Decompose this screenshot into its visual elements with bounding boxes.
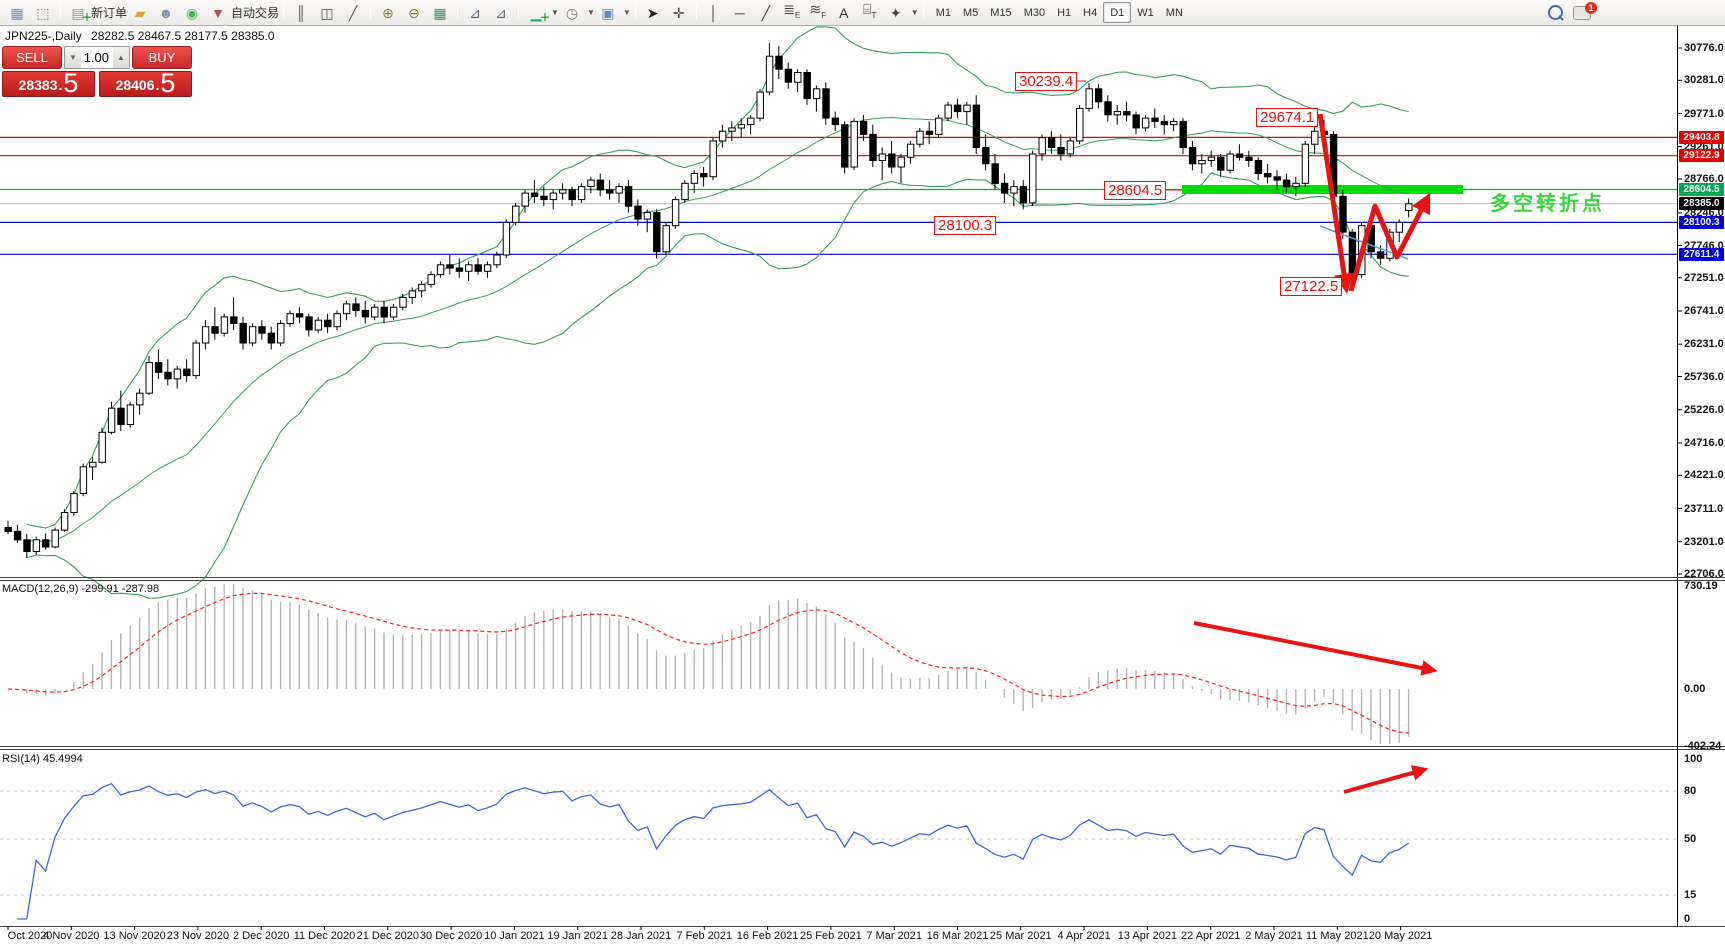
- toolbar-separator: [695, 4, 697, 19]
- period-clock-icon[interactable]: ◷: [565, 4, 579, 21]
- plus-overlay-icon: ＋: [82, 12, 92, 24]
- vertical-line-icon[interactable]: │: [709, 4, 719, 21]
- timeframe-button-W1[interactable]: W1: [1137, 6, 1154, 19]
- arrows-tool-icon[interactable]: ✦: [889, 4, 902, 21]
- print-preview-icon[interactable]: ⬚: [36, 4, 50, 21]
- bollinger-lower-band: [26, 172, 1409, 599]
- main-toolbar: ▦ ⬚ ▤ ＋新订单 ▰ ☻ ◉ ▼ 自动交易 ║ ◫ ╱ ⊕ ⊖ ▦ ⊿ ⊿ ▁ ＋ ▼ ◷ ▼ ▣ ▼ ➤ ✛ │ ─ ╱ ≣E ≋F A…: [0, 0, 1725, 26]
- profile-icon[interactable]: ☻: [158, 4, 174, 21]
- timeframe-button-H4[interactable]: H4: [1083, 6, 1098, 19]
- price-annotation-label[interactable]: 27122.5: [1280, 277, 1343, 296]
- ask-dot: .: [155, 77, 160, 93]
- macd-signal-line: [7, 592, 1409, 734]
- price-annotation-label[interactable]: 29674.1: [1256, 108, 1319, 127]
- bid-price-display[interactable]: 28383 . 5: [2, 68, 95, 98]
- tile-windows-icon[interactable]: ▦: [433, 4, 447, 21]
- timeframe-button-M30[interactable]: M30: [1023, 6, 1046, 19]
- toolbar-separator: [283, 4, 285, 19]
- indicators-window-icon[interactable]: ⊿: [469, 4, 481, 21]
- new-order-icon[interactable]: ▤ ＋: [71, 4, 92, 24]
- support-zone-bar[interactable]: [1182, 185, 1463, 194]
- volume-control: ▼ 1.00 ▲: [64, 46, 130, 69]
- search-icon[interactable]: [1548, 5, 1563, 20]
- notification-badge: 1: [1585, 1, 1597, 14]
- fibonacci-icon[interactable]: ≋F: [809, 1, 827, 20]
- volume-down-button[interactable]: ▼: [65, 47, 81, 68]
- timeframe-button-M15[interactable]: M15: [990, 6, 1012, 19]
- dropdown-caret-icon[interactable]: ▼: [910, 8, 919, 17]
- add-indicator-icon[interactable]: ▁ ＋: [530, 4, 551, 24]
- trend-arrow[interactable]: [1348, 192, 1431, 292]
- dropdown-caret-icon[interactable]: ▼: [551, 8, 559, 17]
- volume-input[interactable]: 1.00: [83, 50, 109, 65]
- price-annotation-label[interactable]: 28100.3: [934, 216, 997, 235]
- bollinger-middle-band: [26, 116, 1409, 543]
- price-annotation-label[interactable]: 28604.5: [1104, 181, 1167, 200]
- timeframe-button-H1[interactable]: H1: [1057, 6, 1072, 19]
- text-label-icon[interactable]: ⌸T: [863, 1, 877, 20]
- volume-up-button[interactable]: ▲: [113, 47, 129, 68]
- zoom-in-icon[interactable]: ⊕: [382, 4, 394, 21]
- timeframe-button-M5[interactable]: M5: [963, 6, 979, 19]
- ask-price-display[interactable]: 28406 . 5: [99, 68, 192, 98]
- line-chart-mode-icon[interactable]: ╱: [348, 4, 358, 21]
- notifications-icon[interactable]: 1: [1573, 1, 1597, 20]
- dropdown-caret-icon[interactable]: ▼: [622, 8, 631, 17]
- buy-button[interactable]: BUY: [132, 46, 192, 69]
- crosshair-icon[interactable]: ✛: [672, 4, 685, 21]
- macd-histogram: [16, 584, 1410, 744]
- rsi-line: [17, 782, 1409, 920]
- timeframe-button-D1[interactable]: D1: [1103, 2, 1132, 23]
- plus-overlay-icon: ＋: [540, 12, 551, 24]
- toolbar-separator: [634, 4, 636, 19]
- signals-icon[interactable]: ◉: [185, 4, 199, 21]
- price-annotation-label[interactable]: 30239.4: [1015, 72, 1078, 91]
- horizontal-line-icon[interactable]: ─: [734, 4, 745, 21]
- toolbar-separator: [922, 4, 924, 19]
- bid-fraction: 5: [63, 68, 79, 98]
- trend-arrow[interactable]: [1343, 765, 1429, 794]
- toolbar-separator: [457, 4, 459, 19]
- auto-trading-label[interactable]: 自动交易: [231, 6, 280, 20]
- timeframe-button-MN[interactable]: MN: [1165, 6, 1183, 19]
- toolbar-separator: [60, 4, 61, 19]
- cursor-icon[interactable]: ➤: [646, 4, 659, 21]
- candles: [4, 43, 1413, 559]
- market-icon[interactable]: ▼: [211, 4, 225, 21]
- bollinger-upper-band: [26, 26, 1409, 529]
- text-tool-icon[interactable]: A: [839, 4, 849, 21]
- candlestick-mode-icon[interactable]: ◫: [320, 4, 334, 21]
- ask-integer: 28406: [115, 77, 155, 93]
- chart-window-icon[interactable]: ▦: [10, 4, 24, 21]
- toolbar-separator: [370, 4, 372, 19]
- sell-button[interactable]: SELL: [2, 46, 62, 69]
- timeframe-button-M1[interactable]: M1: [935, 6, 951, 19]
- zoom-out-icon[interactable]: ⊖: [408, 4, 420, 21]
- trendline-icon[interactable]: ╱: [761, 4, 771, 21]
- style-brush-icon[interactable]: ▰: [134, 4, 146, 21]
- bid-integer: 28383: [18, 77, 58, 93]
- one-click-trading-panel: SELL ▼ 1.00 ▲ BUY 28383 . 5 28406 . 5: [2, 46, 192, 97]
- bar-chart-mode-icon[interactable]: ║: [296, 4, 306, 21]
- trend-arrow[interactable]: [1317, 113, 1354, 294]
- trend-arrow[interactable]: [1193, 621, 1438, 676]
- dropdown-caret-icon[interactable]: ▼: [586, 8, 595, 17]
- toolbar-separator: [518, 4, 520, 19]
- navigator-window-icon[interactable]: ⊿: [495, 4, 507, 21]
- equidistant-channel-icon[interactable]: ≣E: [783, 1, 801, 20]
- ask-fraction: 5: [160, 68, 176, 98]
- templates-icon[interactable]: ▣: [601, 4, 615, 21]
- bull-bear-turning-point-note[interactable]: 多空转折点: [1490, 193, 1605, 215]
- bid-dot: .: [58, 77, 63, 93]
- new-order-label[interactable]: 新订单: [91, 6, 128, 20]
